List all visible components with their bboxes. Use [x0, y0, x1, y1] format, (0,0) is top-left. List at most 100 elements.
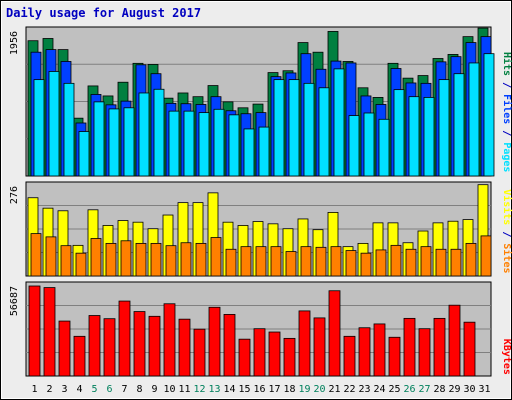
x-tick-label: 6	[106, 384, 112, 395]
bar-sites	[150, 242, 162, 277]
bar-kbytes	[358, 327, 371, 377]
x-tick-label: 15	[238, 384, 250, 395]
bar-pages	[258, 126, 270, 177]
x-tick-label: 14	[223, 384, 235, 395]
bar-kbytes	[298, 310, 311, 377]
x-tick-label: 5	[91, 384, 97, 395]
bar-sites	[30, 233, 42, 277]
bar-pages	[63, 82, 75, 177]
panel-middle: 276 Visits / Sites	[9, 181, 512, 277]
bar-sites	[360, 252, 372, 277]
x-tick-label: 30	[463, 384, 475, 395]
x-tick-label: 19	[298, 384, 310, 395]
bar-pages	[93, 101, 105, 177]
bar-pages	[423, 97, 435, 177]
series-legend: Hits / Files / Pages	[501, 52, 512, 172]
bar-pages	[153, 88, 165, 177]
bar-sites	[105, 242, 117, 277]
x-tick-label: 13	[208, 384, 220, 395]
bar-pages	[438, 79, 450, 177]
x-tick-label: 16	[253, 384, 265, 395]
chart-title: Daily usage for August 2017	[6, 6, 201, 20]
series-legend-part: /	[501, 225, 512, 243]
bar-sites	[135, 242, 147, 277]
bar-kbytes	[448, 304, 461, 377]
series-legend-part: Hits	[501, 52, 512, 76]
bar-kbytes	[253, 328, 266, 377]
bar-kbytes	[223, 313, 236, 377]
bar-sites	[435, 248, 447, 277]
bar-sites	[180, 242, 192, 277]
bar-pages	[33, 79, 45, 177]
x-tick-label: 18	[283, 384, 295, 395]
bar-sites	[345, 250, 357, 277]
bar-sites	[330, 246, 342, 277]
series-legend: Visits / Sites	[501, 189, 512, 273]
bar-kbytes	[43, 287, 56, 377]
y-max-label: 56687	[9, 286, 20, 316]
bar-sites	[120, 240, 132, 277]
x-tick-label: 7	[121, 384, 127, 395]
bar-kbytes	[388, 336, 401, 377]
bar-kbytes	[133, 311, 146, 377]
x-tick-label: 3	[61, 384, 67, 395]
bar-pages	[168, 110, 180, 177]
bar-pages	[183, 110, 195, 177]
bar-pages	[78, 131, 90, 177]
bar-pages	[408, 96, 420, 177]
x-tick-label: 12	[193, 384, 205, 395]
series-legend: KBytes	[501, 339, 512, 375]
bar-pages	[198, 112, 210, 177]
x-tick-label: 20	[313, 384, 325, 395]
bar-pages	[378, 118, 390, 177]
x-tick-label: 22	[343, 384, 355, 395]
series-legend-part: Pages	[501, 142, 512, 172]
series-legend-part: KBytes	[501, 339, 512, 375]
bar-kbytes	[313, 317, 326, 377]
bar-sites	[60, 245, 72, 277]
bar-sites	[480, 235, 492, 277]
bar-sites	[195, 242, 207, 277]
bar-sites	[45, 236, 57, 277]
bar-kbytes	[88, 315, 101, 377]
bar-pages	[273, 79, 285, 177]
bar-pages	[108, 108, 120, 177]
series-legend-part: Files	[501, 94, 512, 124]
bar-sites	[465, 242, 477, 277]
bar-pages	[348, 115, 360, 177]
x-tick-label: 9	[151, 384, 157, 395]
bar-pages	[333, 68, 345, 177]
panel-top: 1956 Hits / Files / Pages	[9, 26, 512, 177]
x-tick-label: 4	[76, 384, 82, 395]
x-tick-label: 24	[373, 384, 385, 395]
bar-pages	[453, 73, 465, 177]
bar-kbytes	[148, 315, 161, 377]
bar-kbytes	[28, 285, 41, 377]
bar-kbytes	[283, 337, 296, 377]
bar-kbytes	[118, 300, 131, 377]
bar-pages	[138, 92, 150, 177]
bar-pages	[213, 108, 225, 177]
bar-sites	[450, 248, 462, 277]
x-tick-label: 17	[268, 384, 280, 395]
bar-sites	[300, 246, 312, 277]
bar-sites	[255, 246, 267, 277]
bar-pages	[468, 62, 480, 177]
bar-sites	[225, 248, 237, 277]
bar-kbytes	[343, 335, 356, 377]
bar-pages	[483, 53, 495, 177]
bar-pages	[393, 89, 405, 177]
bar-sites	[390, 244, 402, 277]
bar-pages	[228, 114, 240, 177]
panel-bottom: 56687 KBytes	[9, 281, 512, 377]
x-tick-label: 25	[388, 384, 400, 395]
bar-sites	[165, 245, 177, 277]
bar-kbytes	[193, 328, 206, 377]
series-legend-part: /	[501, 76, 512, 94]
x-tick-label: 1	[31, 384, 37, 395]
bar-pages	[318, 87, 330, 177]
series-legend-part: /	[501, 124, 512, 142]
x-tick-label: 28	[433, 384, 445, 395]
